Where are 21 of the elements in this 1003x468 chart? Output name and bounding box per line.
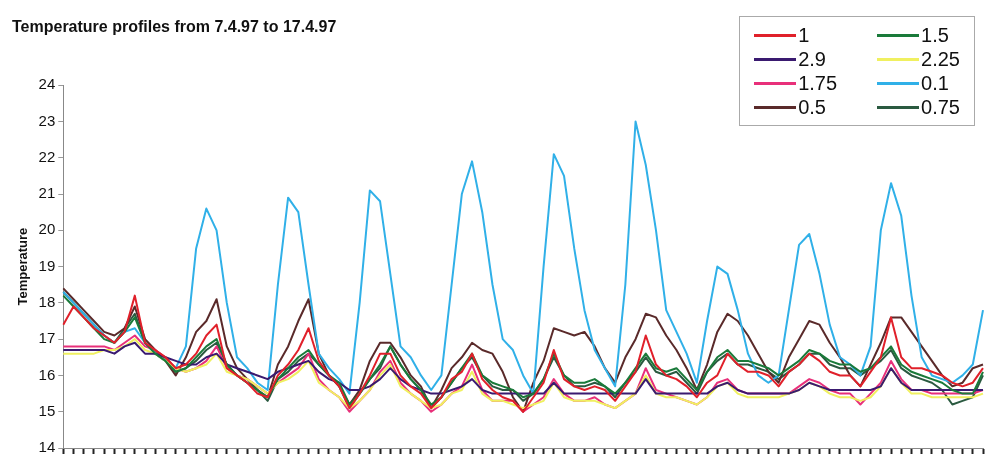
legend-label: 0.1 bbox=[921, 71, 949, 95]
legend-label: 2.25 bbox=[921, 47, 960, 71]
y-tick-label: 16 bbox=[38, 365, 56, 383]
legend-label: 0.75 bbox=[921, 95, 960, 119]
y-tick-label: 22 bbox=[38, 147, 56, 165]
legend-label: 0.5 bbox=[798, 95, 826, 119]
legend-label: 1.5 bbox=[921, 23, 949, 47]
y-tick-label: 23 bbox=[38, 111, 56, 129]
y-tick-label: 17 bbox=[38, 329, 56, 347]
legend-label: 1 bbox=[798, 23, 810, 47]
legend-label: 2.9 bbox=[798, 47, 826, 71]
y-tick-label: 24 bbox=[38, 75, 56, 93]
y-tick-label: 15 bbox=[38, 401, 56, 419]
y-axis-title: Temperature bbox=[15, 227, 31, 306]
y-tick-label: 14 bbox=[38, 438, 56, 456]
y-tick-label: 19 bbox=[38, 256, 56, 274]
legend-label: 1.75 bbox=[798, 71, 838, 95]
y-tick-label: 21 bbox=[38, 184, 56, 202]
y-tick-label: 20 bbox=[38, 220, 56, 238]
chart-title: Temperature profiles from 7.4.97 to 17.4.97 bbox=[12, 18, 337, 36]
y-tick-label: 18 bbox=[38, 293, 56, 311]
